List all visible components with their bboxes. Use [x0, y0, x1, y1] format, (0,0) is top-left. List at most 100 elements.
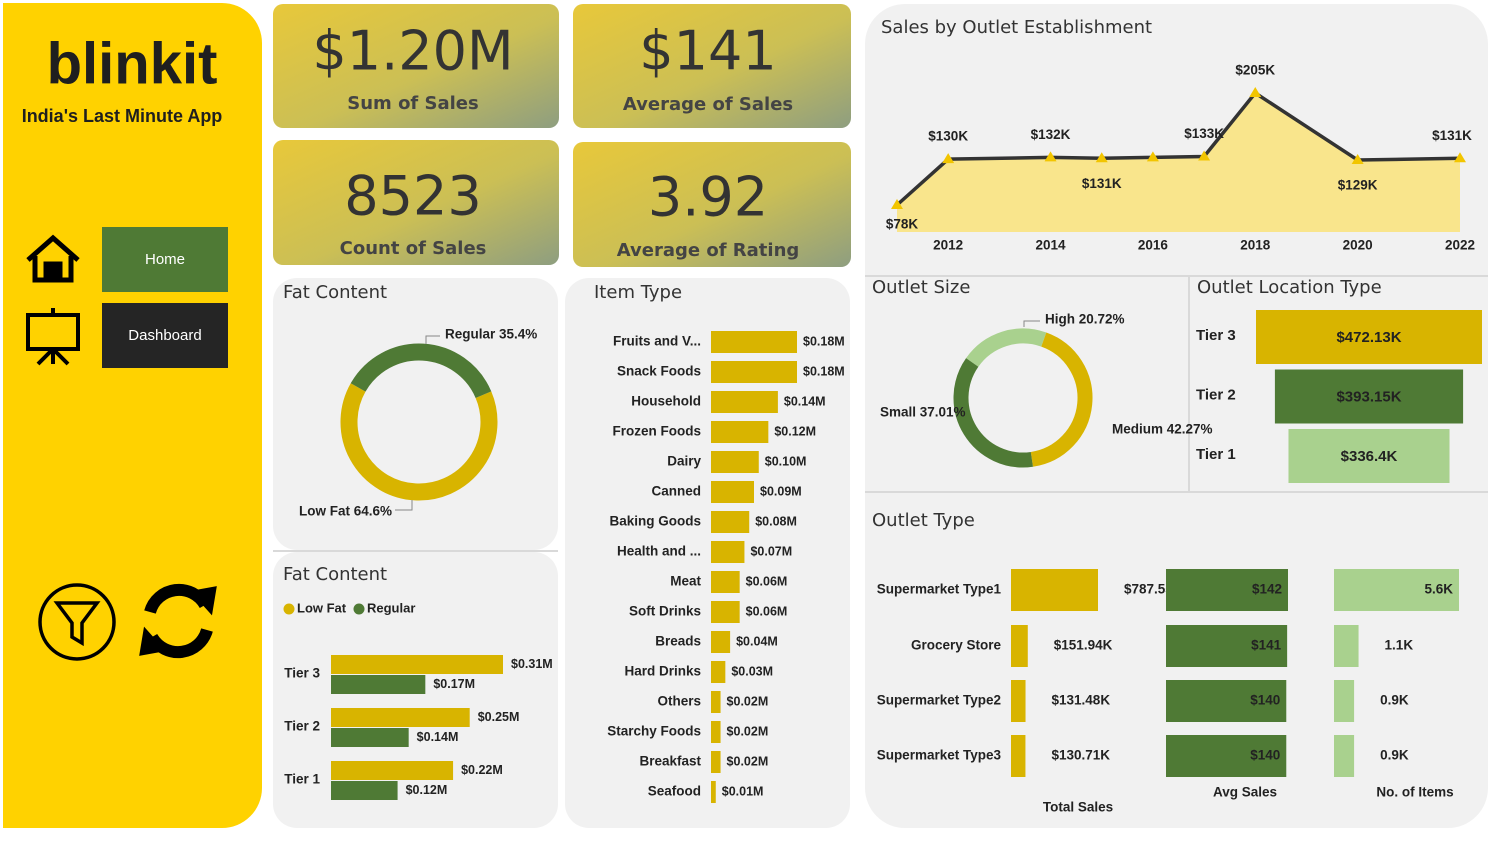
refresh-icon[interactable]	[139, 583, 217, 659]
bar	[711, 751, 721, 773]
data-label: $0.04M	[736, 634, 778, 648]
donut-slice	[966, 328, 1047, 367]
chart-title: Outlet Type	[872, 510, 975, 531]
data-label: $0.12M	[406, 783, 448, 797]
data-label: $0.01M	[722, 784, 764, 798]
data-label: $205K	[1235, 63, 1275, 78]
marker	[1095, 152, 1108, 163]
panel	[273, 278, 558, 550]
panel	[565, 278, 850, 828]
x-tick-label: 2022	[1445, 238, 1475, 253]
home-button[interactable]	[102, 227, 228, 292]
axis-label: No. of Items	[1376, 785, 1453, 800]
bar	[1166, 735, 1287, 777]
y-tick-label: Household	[631, 394, 701, 409]
data-label: $0.14M	[417, 730, 459, 744]
legend-label: Low Fat	[297, 600, 347, 615]
data-label: $131K	[1432, 128, 1472, 143]
data-label: $0.18M	[803, 334, 845, 348]
bar	[331, 655, 503, 674]
data-label: $0.02M	[727, 724, 769, 738]
data-label: $0.31M	[511, 657, 553, 671]
bar	[711, 451, 759, 473]
marker	[1044, 151, 1057, 162]
kpi-label: Average of Sales	[623, 94, 793, 115]
bar	[331, 708, 470, 727]
leader-line	[425, 335, 440, 344]
nav-label[interactable]: Home	[145, 251, 185, 268]
data-label: $0.03M	[731, 664, 773, 678]
dashboard-button[interactable]	[102, 303, 228, 368]
data-label: 1.1K	[1385, 638, 1414, 653]
data-label: $140	[1250, 748, 1280, 763]
y-tick-label: Health and ...	[617, 544, 701, 559]
marker	[1146, 151, 1159, 162]
data-label: $129K	[1338, 178, 1378, 193]
data-label: 5.6K	[1424, 582, 1453, 597]
kpi-label: Average of Rating	[617, 240, 800, 261]
data-label: $130K	[928, 129, 968, 144]
y-tick-label: Tier 2	[284, 719, 320, 734]
data-label: $0.25M	[478, 710, 520, 724]
y-tick-label: Frozen Foods	[613, 424, 702, 439]
y-tick-label: Supermarket Type1	[877, 582, 1002, 597]
kpi-card	[573, 4, 851, 128]
y-tick-label: Hard Drinks	[624, 664, 701, 679]
y-tick-label: Baking Goods	[609, 514, 701, 529]
data-label: Small 37.01%	[880, 405, 966, 420]
y-tick-label: Breakfast	[639, 754, 701, 769]
data-label: 0.9K	[1380, 693, 1409, 708]
axis-label: Avg Sales	[1213, 785, 1277, 800]
dashboard-icon	[26, 308, 80, 366]
filter-icon[interactable]	[38, 583, 116, 661]
donut-slice	[1030, 332, 1093, 467]
bar	[331, 675, 426, 694]
kpi-label: Count of Sales	[340, 238, 487, 259]
data-label: $472.13K	[1336, 329, 1401, 346]
chart-title: Item Type	[594, 282, 682, 303]
data-label: Low Fat 64.6%	[299, 504, 392, 519]
y-tick-label: Grocery Store	[911, 638, 1002, 653]
area	[897, 93, 1460, 232]
data-label: Medium 42.27%	[1112, 422, 1213, 437]
donut-slice	[340, 383, 498, 501]
x-tick-label: 2016	[1138, 238, 1169, 253]
bar	[1288, 429, 1450, 483]
data-label: $0.02M	[727, 694, 769, 708]
chart-title: Fat Content	[283, 282, 387, 303]
chart-title: Fat Content	[283, 564, 387, 585]
bar	[711, 661, 726, 683]
y-tick-label: Tier 3	[1196, 327, 1236, 344]
data-label: 0.9K	[1380, 748, 1409, 763]
data-label: $131.48K	[1052, 693, 1111, 708]
data-label: $141	[1251, 638, 1282, 653]
y-tick-label: Breads	[655, 634, 701, 649]
y-tick-label: Meat	[670, 574, 701, 589]
marker	[1249, 87, 1262, 97]
bar	[1166, 680, 1287, 722]
y-tick-label: Seafood	[648, 784, 701, 799]
bar	[1011, 680, 1026, 722]
x-tick-label: 2014	[1036, 238, 1067, 253]
bar	[1011, 625, 1028, 667]
axis-label: Total Sales	[1043, 800, 1113, 815]
donut-slice	[350, 343, 492, 399]
bar	[711, 361, 797, 383]
tagline: India's Last Minute App	[22, 106, 223, 126]
y-tick-label: Starchy Foods	[607, 724, 701, 739]
data-label: High 20.72%	[1045, 312, 1125, 327]
data-label: $0.18M	[803, 364, 845, 378]
data-label: $0.02M	[727, 754, 769, 768]
y-tick-label: Tier 1	[1196, 446, 1236, 463]
y-tick-label: Fruits and V...	[613, 334, 701, 349]
nav-label[interactable]: Dashboard	[128, 327, 201, 344]
bar	[711, 631, 731, 653]
bar	[1166, 569, 1288, 611]
bar	[1011, 569, 1098, 611]
data-label: $0.06M	[746, 574, 788, 588]
sidebar	[3, 3, 262, 828]
data-label: $78K	[886, 217, 919, 232]
data-label: $151.94K	[1054, 638, 1113, 653]
data-label: Regular 35.4%	[445, 327, 537, 342]
